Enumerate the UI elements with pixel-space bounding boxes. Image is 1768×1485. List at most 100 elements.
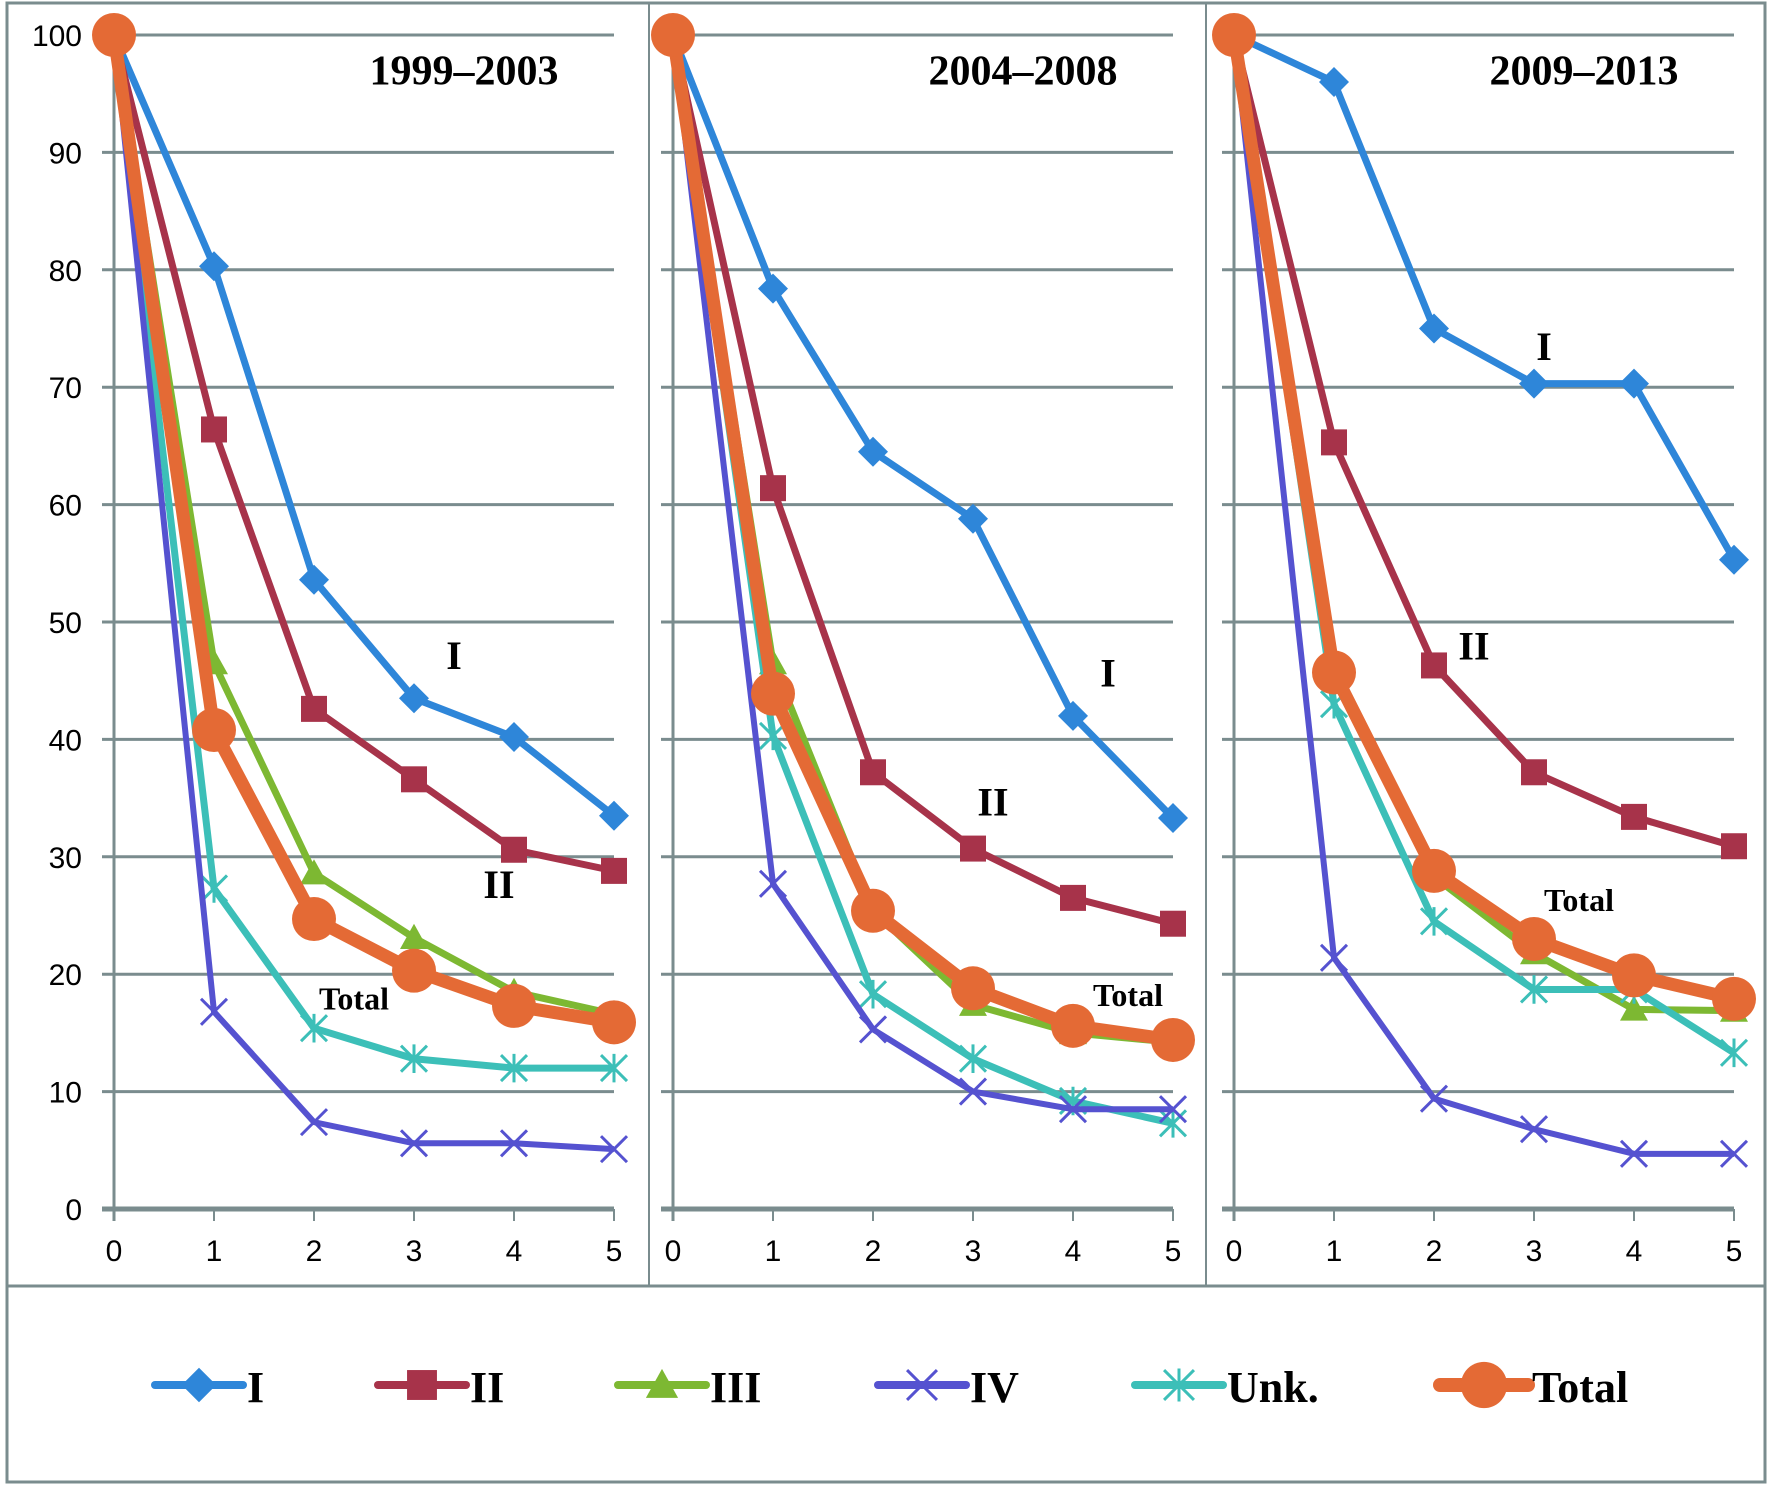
data-point bbox=[1160, 910, 1186, 937]
series-total bbox=[92, 13, 636, 1045]
y-tick-label: 60 bbox=[49, 490, 82, 523]
data-point bbox=[758, 869, 788, 898]
y-tick-label: 50 bbox=[49, 607, 82, 640]
series-iv bbox=[1231, 34, 1749, 1168]
series-annotation: II bbox=[1458, 624, 1489, 669]
x-tick-label: 3 bbox=[406, 1235, 423, 1268]
data-point bbox=[499, 722, 529, 753]
data-point bbox=[851, 888, 895, 933]
data-point bbox=[299, 564, 329, 595]
data-point bbox=[1712, 976, 1756, 1021]
legend-item-i: I bbox=[151, 1363, 264, 1412]
series-line bbox=[1231, 34, 1734, 1157]
x-tick-label: 2 bbox=[865, 1235, 882, 1268]
data-point bbox=[199, 997, 229, 1026]
data-point bbox=[400, 923, 428, 950]
legend-marker-icon bbox=[905, 1368, 939, 1402]
legend-marker-icon bbox=[1162, 1368, 1196, 1402]
data-point bbox=[299, 1108, 329, 1137]
data-point bbox=[492, 983, 536, 1028]
legend-label: IV bbox=[970, 1363, 1019, 1412]
data-point bbox=[1620, 995, 1648, 1021]
legend: I II III IV Unk. Total bbox=[151, 1361, 1628, 1412]
series-line bbox=[669, 34, 1174, 928]
data-point bbox=[1519, 368, 1549, 399]
x-tick-label: 1 bbox=[765, 1235, 782, 1268]
data-point bbox=[951, 966, 995, 1011]
data-point bbox=[499, 1053, 529, 1083]
y-tick-label: 100 bbox=[32, 20, 82, 53]
data-point bbox=[601, 857, 627, 884]
data-point bbox=[758, 273, 788, 304]
series-line bbox=[669, 33, 1176, 821]
series-line bbox=[1227, 33, 1736, 1006]
panel-title: 2009–2013 bbox=[1490, 49, 1679, 95]
data-point bbox=[1612, 953, 1656, 998]
series-line bbox=[107, 34, 616, 1029]
series-annotation: Total bbox=[319, 980, 389, 1016]
data-point bbox=[651, 13, 695, 57]
x-tick-label: 5 bbox=[606, 1235, 623, 1268]
panel-title: 2004–2008 bbox=[929, 49, 1118, 95]
data-point bbox=[1312, 650, 1356, 695]
x-tick-label: 0 bbox=[665, 1235, 682, 1268]
legend-label: II bbox=[470, 1363, 504, 1412]
data-point bbox=[958, 503, 988, 534]
data-point bbox=[958, 1044, 988, 1074]
data-point bbox=[1212, 13, 1256, 57]
data-point bbox=[1419, 1084, 1449, 1113]
data-point bbox=[399, 1044, 429, 1074]
data-point bbox=[760, 475, 786, 502]
data-point bbox=[1512, 916, 1556, 961]
data-point bbox=[301, 695, 327, 722]
data-point bbox=[1519, 975, 1549, 1004]
series-i bbox=[1232, 31, 1749, 575]
legend-label: Unk. bbox=[1227, 1363, 1319, 1412]
data-point bbox=[858, 1015, 888, 1044]
data-point bbox=[192, 708, 236, 753]
x-tick-label: 2 bbox=[1426, 1235, 1443, 1268]
data-point bbox=[1419, 313, 1449, 344]
series-ii bbox=[110, 34, 627, 884]
series-line bbox=[1232, 31, 1738, 562]
data-point bbox=[1151, 1017, 1195, 1062]
data-point bbox=[599, 1053, 629, 1083]
data-point bbox=[399, 1129, 429, 1158]
data-point bbox=[501, 836, 527, 863]
data-point bbox=[199, 251, 229, 282]
series-unk bbox=[669, 34, 1188, 1138]
data-point bbox=[592, 1000, 636, 1045]
y-tick-label: 10 bbox=[49, 1077, 82, 1110]
data-point bbox=[1721, 833, 1747, 860]
series-annotation: Total bbox=[1093, 977, 1163, 1013]
legend-item-iv: IV bbox=[874, 1363, 1019, 1412]
series-total bbox=[651, 13, 1195, 1062]
data-point bbox=[858, 979, 888, 1009]
series-iv bbox=[670, 34, 1188, 1124]
data-point bbox=[1158, 1109, 1188, 1138]
legend-marker-icon bbox=[407, 1370, 437, 1400]
legend-label: I bbox=[247, 1363, 264, 1412]
x-tick-label: 3 bbox=[1526, 1235, 1543, 1268]
y-tick-label: 70 bbox=[49, 372, 82, 405]
data-point bbox=[299, 1013, 329, 1043]
legend-marker-icon bbox=[181, 1367, 217, 1403]
series-annotation: I bbox=[446, 633, 462, 678]
data-point bbox=[1419, 907, 1449, 936]
series-line bbox=[111, 34, 615, 1153]
data-point bbox=[1619, 368, 1649, 399]
series-line bbox=[110, 34, 615, 875]
legend-label: III bbox=[710, 1363, 761, 1412]
x-tick-label: 5 bbox=[1726, 1235, 1743, 1268]
legend-item-unk: Unk. bbox=[1131, 1363, 1319, 1412]
y-tick-label: 80 bbox=[49, 255, 82, 288]
legend-marker-icon bbox=[645, 1368, 679, 1398]
x-tick-label: 4 bbox=[1626, 1235, 1643, 1268]
legend-item-iii: III bbox=[614, 1363, 761, 1412]
data-point bbox=[599, 1135, 629, 1164]
legend-marker-icon bbox=[1460, 1361, 1508, 1409]
x-tick-label: 3 bbox=[965, 1235, 982, 1268]
